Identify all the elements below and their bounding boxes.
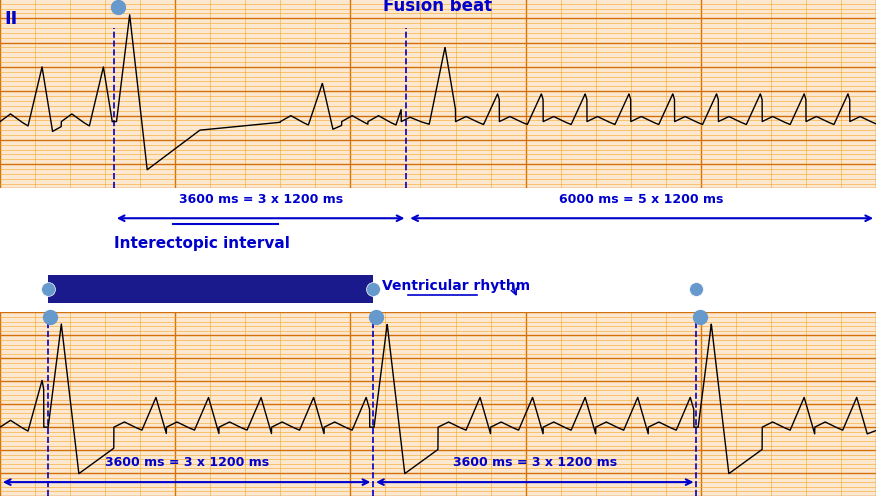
Text: 6000 ms = 5 x 1200 ms: 6000 ms = 5 x 1200 ms xyxy=(560,193,724,206)
Text: Fusion beat: Fusion beat xyxy=(384,0,492,15)
Text: 3600 ms = 3 x 1200 ms: 3600 ms = 3 x 1200 ms xyxy=(453,456,617,469)
Bar xyxy=(48,275,373,303)
Text: Ventricular rhythm: Ventricular rhythm xyxy=(382,279,530,294)
Text: II: II xyxy=(4,10,18,28)
Text: 3600 ms = 3 x 1200 ms: 3600 ms = 3 x 1200 ms xyxy=(104,456,269,469)
Text: 3600 ms = 3 x 1200 ms: 3600 ms = 3 x 1200 ms xyxy=(179,193,343,206)
Text: Interectopic interval: Interectopic interval xyxy=(114,236,290,250)
